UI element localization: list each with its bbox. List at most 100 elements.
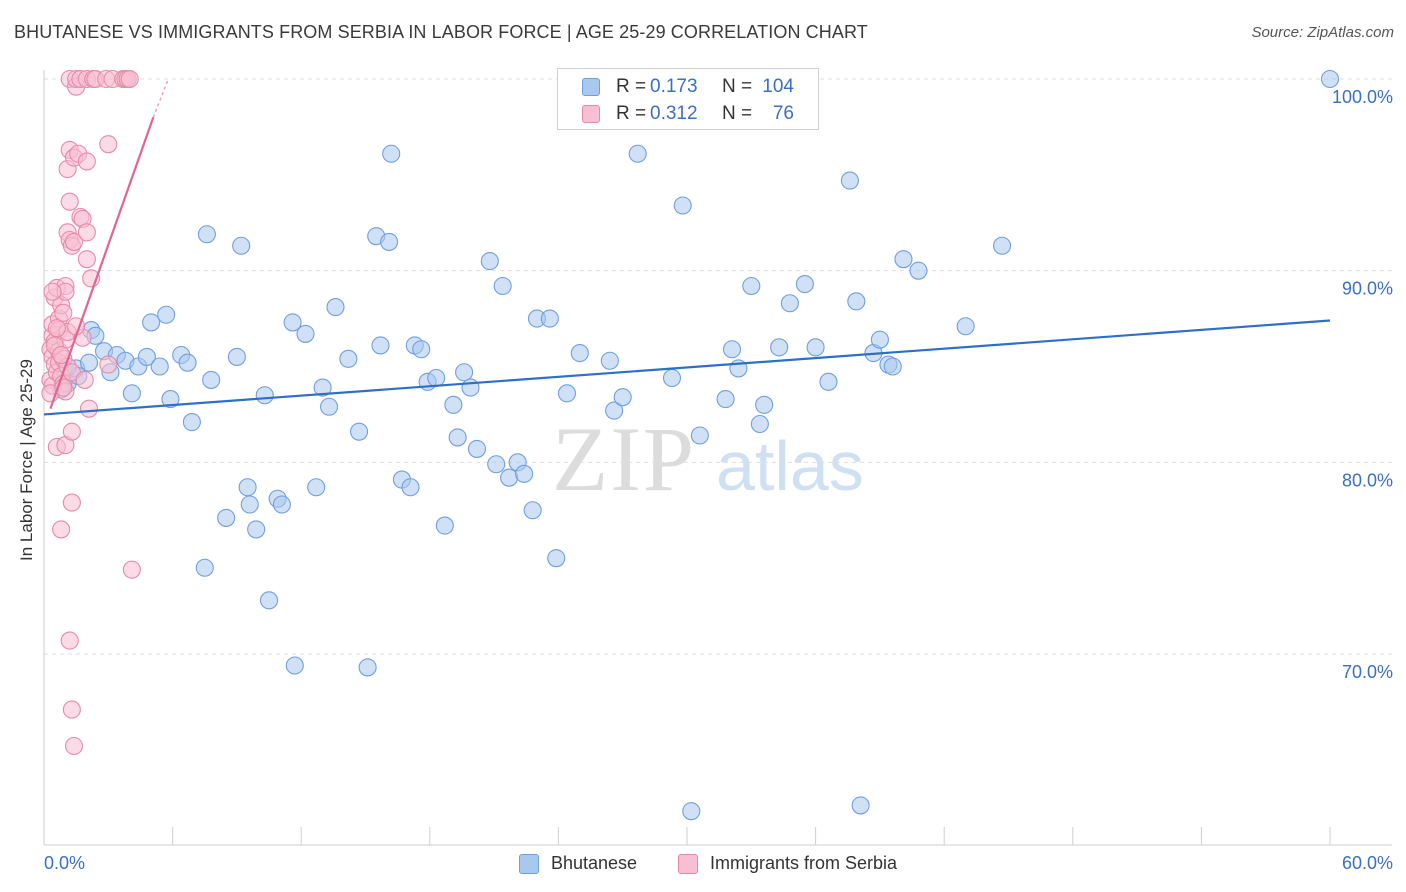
legend-r-value: 0.312 xyxy=(650,103,698,124)
data-point xyxy=(806,338,825,357)
data-point xyxy=(75,370,94,389)
data-point xyxy=(662,368,682,388)
data-point xyxy=(307,478,326,497)
y-axis-label: In Labor Force | Age 25-29 xyxy=(17,359,36,561)
data-point xyxy=(47,319,66,338)
data-point xyxy=(448,428,467,447)
data-point xyxy=(427,368,446,388)
data-point xyxy=(780,294,799,313)
bottom-legend-swatch-serbia xyxy=(678,854,698,874)
legend-swatch-serbia xyxy=(582,105,600,123)
data-point xyxy=(467,439,487,458)
data-point xyxy=(412,340,431,359)
data-point xyxy=(371,336,390,355)
series-serbia xyxy=(41,69,141,756)
data-point xyxy=(62,493,81,512)
data-point xyxy=(682,802,701,821)
data-point xyxy=(227,347,246,366)
data-point xyxy=(178,353,197,372)
data-point xyxy=(161,390,180,409)
y-tick-label: 100.0% xyxy=(1332,87,1393,107)
bottom-legend-label-serbia: Immigrants from Serbia xyxy=(710,853,898,873)
data-point xyxy=(157,305,176,324)
data-point xyxy=(339,349,358,368)
y-tick-label: 90.0% xyxy=(1342,279,1393,299)
legend: R = 0.173 N = 104 R = 0.312 N = 76 xyxy=(557,68,819,130)
data-point xyxy=(60,192,79,211)
data-point xyxy=(750,414,769,434)
source-label: Source: ZipAtlas.com xyxy=(1251,24,1394,41)
data-point xyxy=(54,303,73,322)
data-point xyxy=(77,223,96,242)
x-tick-label: 60.0% xyxy=(1342,853,1393,873)
data-point xyxy=(77,250,96,269)
data-point xyxy=(628,144,647,163)
data-point xyxy=(500,468,519,487)
data-point xyxy=(52,520,71,539)
trend-lines xyxy=(43,78,1331,416)
data-point xyxy=(515,464,534,483)
legend-n-label: N = xyxy=(722,103,753,124)
data-point xyxy=(461,378,480,397)
data-point xyxy=(247,520,266,539)
data-point xyxy=(272,495,291,514)
data-point xyxy=(613,388,632,407)
data-point xyxy=(493,276,512,296)
data-point xyxy=(64,736,84,756)
data-point xyxy=(197,225,216,244)
data-point xyxy=(120,69,139,89)
data-point xyxy=(77,152,96,171)
data-point xyxy=(285,656,304,675)
data-point xyxy=(722,340,742,359)
data-point xyxy=(313,378,332,397)
watermark-atlas: atlas xyxy=(716,427,864,505)
data-point xyxy=(99,135,118,154)
y-tick-labels: 70.0% 80.0% 90.0% 100.0% xyxy=(1332,87,1393,682)
data-point xyxy=(79,353,99,372)
data-point xyxy=(255,386,274,405)
data-point xyxy=(60,631,79,650)
data-point xyxy=(557,384,577,403)
legend-n-value: 76 xyxy=(772,103,794,124)
legend-r-value: 0.173 xyxy=(650,76,698,97)
data-point xyxy=(673,196,692,215)
data-point xyxy=(142,313,161,332)
data-point xyxy=(1320,69,1340,89)
trend-line-serbia-extension xyxy=(152,78,170,118)
data-point xyxy=(202,370,221,389)
data-point xyxy=(870,330,889,349)
data-point xyxy=(296,324,315,343)
legend-swatch-bhutanese xyxy=(582,78,600,96)
data-point xyxy=(62,700,81,719)
data-point xyxy=(326,298,345,317)
bottom-legend: Bhutanese Immigrants from Serbia xyxy=(0,851,1406,877)
data-point xyxy=(795,275,814,294)
trend-line-serbia xyxy=(49,116,155,410)
data-point xyxy=(605,401,624,420)
data-point xyxy=(487,455,506,474)
data-point xyxy=(217,508,236,527)
data-point xyxy=(819,372,838,391)
data-point xyxy=(840,171,859,190)
data-point xyxy=(570,344,589,363)
data-point xyxy=(523,501,542,520)
data-point xyxy=(232,236,251,255)
data-point xyxy=(993,236,1012,255)
x-tick-labels: 0.0% 60.0% xyxy=(44,853,1393,873)
axes xyxy=(43,70,1392,846)
data-point xyxy=(182,413,201,432)
data-point xyxy=(600,351,619,370)
data-point xyxy=(894,250,913,269)
data-point xyxy=(883,357,902,376)
x-tick-label: 0.0% xyxy=(44,853,85,873)
data-point xyxy=(382,144,401,163)
bottom-legend-swatch-bhutanese xyxy=(519,854,539,874)
data-point xyxy=(401,478,420,497)
data-point xyxy=(956,317,975,336)
data-point xyxy=(150,357,169,376)
watermark-zip: ZIP xyxy=(552,408,696,510)
data-point xyxy=(350,422,369,441)
y-tick-label: 70.0% xyxy=(1342,662,1393,682)
data-point xyxy=(380,232,399,251)
